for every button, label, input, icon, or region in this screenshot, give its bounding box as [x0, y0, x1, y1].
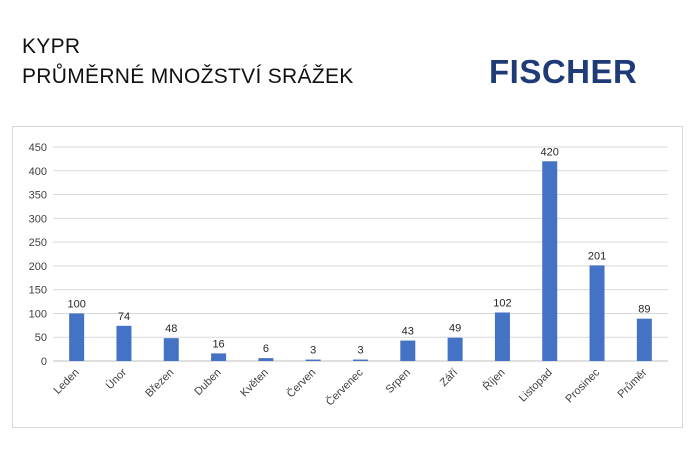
- bar: [636, 318, 652, 361]
- x-tick-label: Únor: [103, 366, 129, 392]
- x-tick-label: Říjen: [480, 366, 507, 393]
- x-tick-label: Průměr: [615, 366, 649, 400]
- data-label: 49: [449, 323, 461, 335]
- bar: [69, 313, 85, 361]
- bar: [494, 312, 510, 361]
- data-label: 43: [402, 326, 414, 338]
- bar: [305, 359, 321, 361]
- bar: [542, 161, 558, 361]
- x-tick-label: Září: [438, 367, 460, 389]
- data-label: 74: [118, 311, 130, 323]
- data-label: 16: [212, 338, 224, 350]
- y-tick-label: 450: [29, 142, 47, 154]
- chart-area: 0 50 100 150 200 250 300 350 400 450 100 Leden 74 Úno…: [12, 126, 683, 428]
- data-label: 100: [67, 298, 85, 310]
- title-country: KYPR: [22, 35, 81, 58]
- data-label: 3: [357, 345, 363, 357]
- data-label: 3: [310, 345, 316, 357]
- y-tick-label: 350: [29, 190, 47, 202]
- y-tick-label: 300: [29, 213, 47, 225]
- bar: [400, 340, 416, 361]
- data-label: 420: [541, 146, 559, 158]
- y-tick-label: 200: [29, 261, 47, 273]
- y-tick-label: 100: [29, 308, 47, 320]
- y-tick-label: 50: [35, 332, 47, 344]
- title-subject: PRŮMĚRNÉ MNOŽSTVÍ SRÁŽEK: [22, 65, 354, 88]
- y-tick-label: 0: [41, 356, 47, 368]
- x-tick-label: Červen: [284, 366, 318, 400]
- x-tick-label: Srpen: [384, 367, 413, 396]
- fischer-logo: FISCHER: [489, 53, 638, 90]
- y-tick-label: 400: [29, 166, 47, 178]
- x-tick-label: Duben: [192, 367, 223, 398]
- bar: [211, 353, 227, 361]
- x-tick-label: Prosinec: [563, 366, 602, 405]
- x-tick-label: Březen: [143, 367, 176, 400]
- bar: [589, 265, 605, 361]
- y-tick-label: 150: [29, 285, 47, 297]
- bar: [163, 338, 179, 361]
- data-label: 102: [493, 297, 511, 309]
- bar: [258, 358, 274, 361]
- bar: [353, 359, 368, 361]
- x-tick-label: Červenec: [323, 366, 366, 409]
- x-tick-label: Leden: [52, 367, 82, 397]
- data-label: 89: [638, 304, 650, 316]
- bar: [116, 325, 132, 361]
- x-tick-label: Květen: [238, 367, 271, 400]
- x-tick-label: Listopad: [517, 367, 555, 405]
- bar: [447, 337, 463, 361]
- y-tick-label: 250: [29, 237, 47, 249]
- chart-title: KYPR PRŮMĚRNÉ MNOŽSTVÍ SRÁŽEK: [22, 32, 354, 92]
- data-label: 48: [165, 323, 177, 335]
- data-label: 6: [263, 343, 269, 355]
- data-label: 201: [588, 250, 606, 262]
- bar-chart: 0 50 100 150 200 250 300 350 400 450 100 Leden 74 Úno…: [29, 142, 668, 409]
